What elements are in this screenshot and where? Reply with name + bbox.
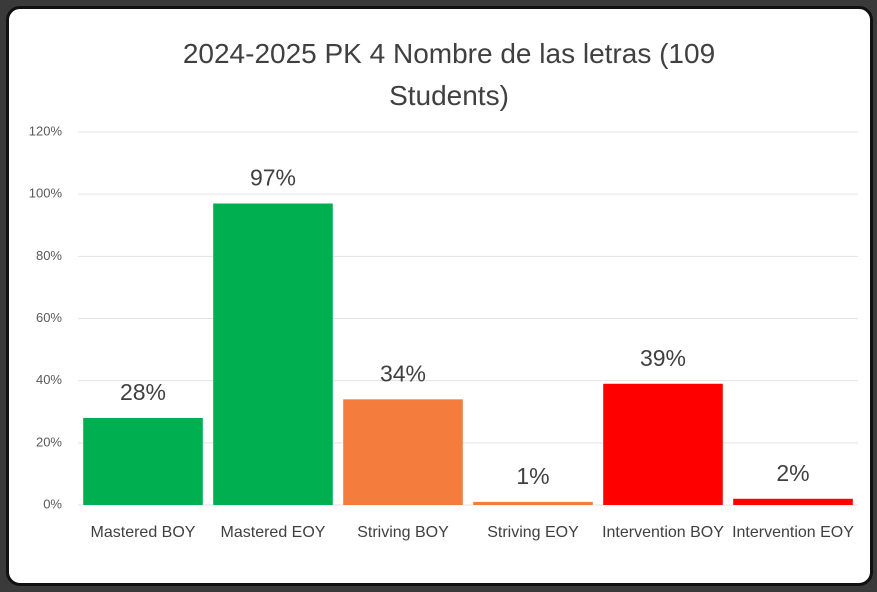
- data-label: 1%: [516, 463, 549, 489]
- y-tick-label: 100%: [29, 186, 63, 201]
- y-tick-label: 60%: [36, 310, 62, 325]
- bar: [473, 501, 593, 505]
- x-tick-label: Intervention EOY: [732, 524, 854, 541]
- x-tick-label: Mastered BOY: [90, 524, 196, 541]
- data-label: 28%: [120, 379, 166, 405]
- data-label: 2%: [776, 460, 809, 486]
- x-tick-label: Mastered EOY: [220, 524, 326, 541]
- y-tick-label: 20%: [36, 434, 62, 449]
- bar: [83, 417, 203, 505]
- bar: [603, 383, 723, 505]
- bar: [343, 399, 463, 505]
- bar: [213, 203, 333, 505]
- data-label: 34%: [380, 360, 426, 386]
- y-tick-label: 40%: [36, 372, 62, 387]
- y-tick-label: 0%: [43, 496, 62, 511]
- chart-card: 0% 20% 40% 60% 80% 100% 120% 28% 97% 34% 1% 39% 2% 2…: [6, 6, 873, 586]
- y-tick-label: 120%: [29, 123, 63, 138]
- x-tick-label: Intervention BOY: [602, 524, 724, 541]
- bar: [733, 498, 853, 505]
- chart-title: 2024-2025 PK 4 Nombre de las letras (109…: [182, 38, 716, 111]
- chart: 0% 20% 40% 60% 80% 100% 120% 28% 97% 34% 1% 39% 2%: [29, 123, 858, 511]
- x-tick-label: Striving EOY: [487, 524, 579, 541]
- data-label: 39%: [640, 345, 686, 371]
- x-tick-label: Striving BOY: [357, 524, 449, 541]
- y-tick-label: 80%: [36, 248, 62, 263]
- data-label: 97%: [250, 165, 296, 191]
